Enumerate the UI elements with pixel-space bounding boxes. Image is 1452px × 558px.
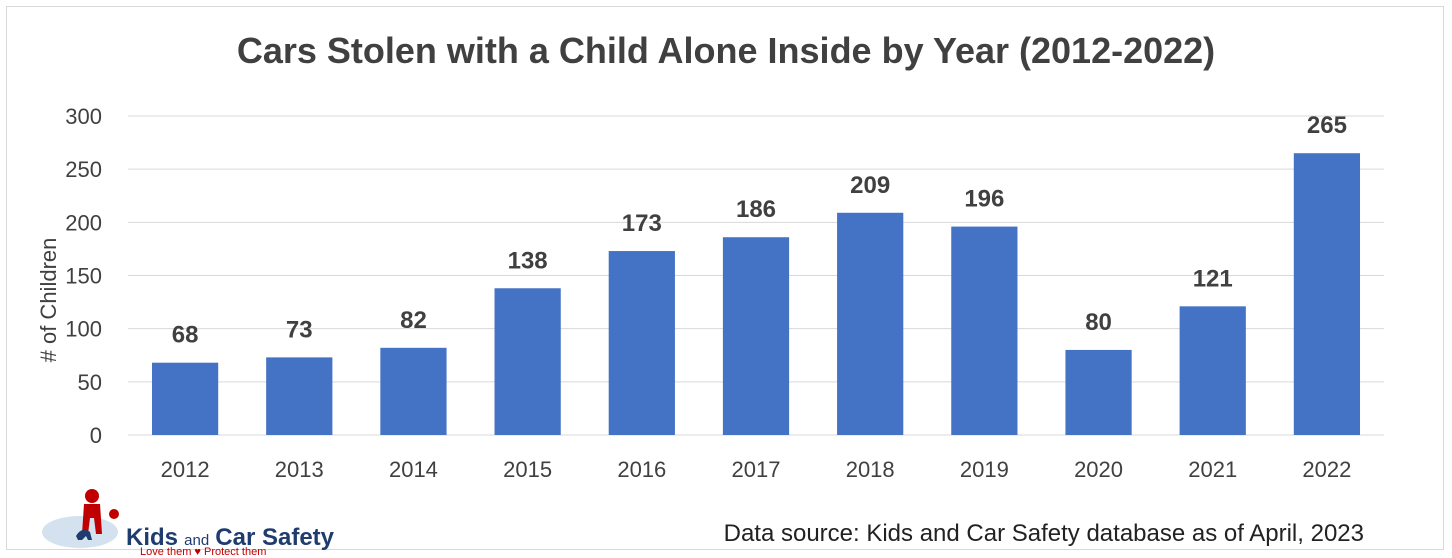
x-tick-label-2017: 2017 <box>732 457 781 482</box>
y-tick-label: 300 <box>65 104 102 129</box>
x-tick-label-2016: 2016 <box>617 457 666 482</box>
bar-2016 <box>608 251 675 435</box>
logo-wordmark: Kids and Car Safety <box>126 524 334 552</box>
data-label-2019: 196 <box>964 186 1004 213</box>
y-tick-label: 150 <box>65 264 102 289</box>
data-label-2018: 209 <box>850 172 890 199</box>
logo-word-car-safety: Car Safety <box>215 524 335 551</box>
data-label-2012: 68 <box>172 322 199 349</box>
data-source-note: Data source: Kids and Car Safety databas… <box>723 520 1364 547</box>
y-tick-label: 0 <box>90 423 102 448</box>
bar-2012 <box>151 362 219 435</box>
bar-2021 <box>1179 306 1246 435</box>
bar-2014 <box>380 347 447 435</box>
data-label-2015: 138 <box>508 247 548 274</box>
x-tick-label-2021: 2021 <box>1188 457 1237 482</box>
y-tick-label: 200 <box>65 210 102 235</box>
data-label-2013: 73 <box>286 316 313 343</box>
y-axis-label: # of Children <box>36 238 61 363</box>
data-label-2020: 80 <box>1085 309 1112 336</box>
bar-2015 <box>494 288 561 435</box>
x-tick-label-2015: 2015 <box>503 457 552 482</box>
y-tick-label: 250 <box>65 157 102 182</box>
bar-2022 <box>1293 153 1361 435</box>
x-tick-label-2012: 2012 <box>161 457 210 482</box>
kids-and-car-safety-logo: Kids and Car Safety Love them ♥ Protect … <box>40 488 340 558</box>
data-label-2014: 82 <box>400 307 427 334</box>
bar-2020 <box>1065 349 1132 435</box>
data-label-2016: 173 <box>622 210 662 237</box>
x-tick-label-2018: 2018 <box>846 457 895 482</box>
x-tick-label-2019: 2019 <box>960 457 1009 482</box>
x-tick-labels: 2012 2013 2014 2015 2016 2017 2018 2019 2020 2021… <box>161 457 1352 482</box>
bar-2019 <box>951 226 1018 435</box>
data-label-2022: 265 <box>1307 112 1347 139</box>
x-tick-label-2022: 2022 <box>1302 457 1351 482</box>
logo-tagline: Love them ♥ Protect them <box>140 546 267 558</box>
logo-word-kids: Kids <box>126 524 179 551</box>
y-tick-label: 100 <box>65 317 102 342</box>
data-label-2017: 186 <box>736 196 776 223</box>
logo-icon <box>42 489 119 548</box>
y-tick-label: 50 <box>78 370 102 395</box>
x-tick-label-2013: 2013 <box>275 457 324 482</box>
logo-word-and: and <box>184 532 210 549</box>
x-tick-label-2014: 2014 <box>389 457 438 482</box>
bars <box>151 153 1361 435</box>
data-label-2021: 121 <box>1193 265 1233 292</box>
bar-2018 <box>837 212 904 435</box>
bar-2017 <box>722 237 790 435</box>
data-labels: 68 73 82 138 173 186 209 196 80 121 265 <box>172 112 1347 348</box>
y-tick-labels: 0 50 100 150 200 250 300 <box>65 104 102 448</box>
bar-2013 <box>266 357 333 435</box>
x-tick-label-2020: 2020 <box>1074 457 1123 482</box>
chart-title: Cars Stolen with a Child Alone Inside by… <box>236 30 1216 71</box>
